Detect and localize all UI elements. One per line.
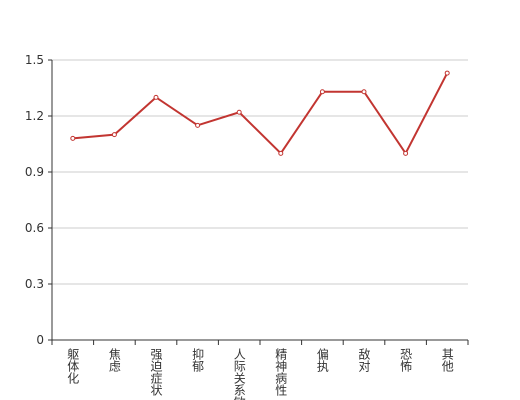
data-point <box>236 109 242 115</box>
x-tick-label: 恐怖 <box>399 348 413 372</box>
x-tick-label: 焦虑 <box>107 348 121 372</box>
series-line <box>72 72 449 156</box>
x-tick-label: 精神病性 <box>274 348 288 397</box>
data-point <box>153 94 159 100</box>
y-tick-label: 0 <box>36 333 44 347</box>
x-tick-label: 偏执 <box>315 347 329 373</box>
x-tick-label: 强迫症状 <box>149 348 163 396</box>
x-tick-label: 其他 <box>440 348 454 372</box>
y-tick-label: 1.5 <box>25 53 44 67</box>
data-point <box>195 122 201 128</box>
data-point <box>361 89 367 95</box>
x-tick-label: 抑郁 <box>191 347 205 373</box>
data-point <box>111 132 117 138</box>
data-point <box>70 135 76 141</box>
y-tick-label: 0.9 <box>25 165 44 179</box>
x-tick-label: 躯体化 <box>66 347 80 385</box>
y-tick-label: 1.2 <box>25 109 44 123</box>
x-tick-label: 人际关系敏感 <box>232 348 246 400</box>
data-point <box>319 89 325 95</box>
y-tick-label: 0.6 <box>25 221 44 235</box>
x-tick-label: 敌对 <box>357 347 371 372</box>
y-tick-label: 0.3 <box>25 277 44 291</box>
data-point <box>444 70 450 76</box>
data-point <box>278 150 284 156</box>
data-point <box>403 150 409 156</box>
